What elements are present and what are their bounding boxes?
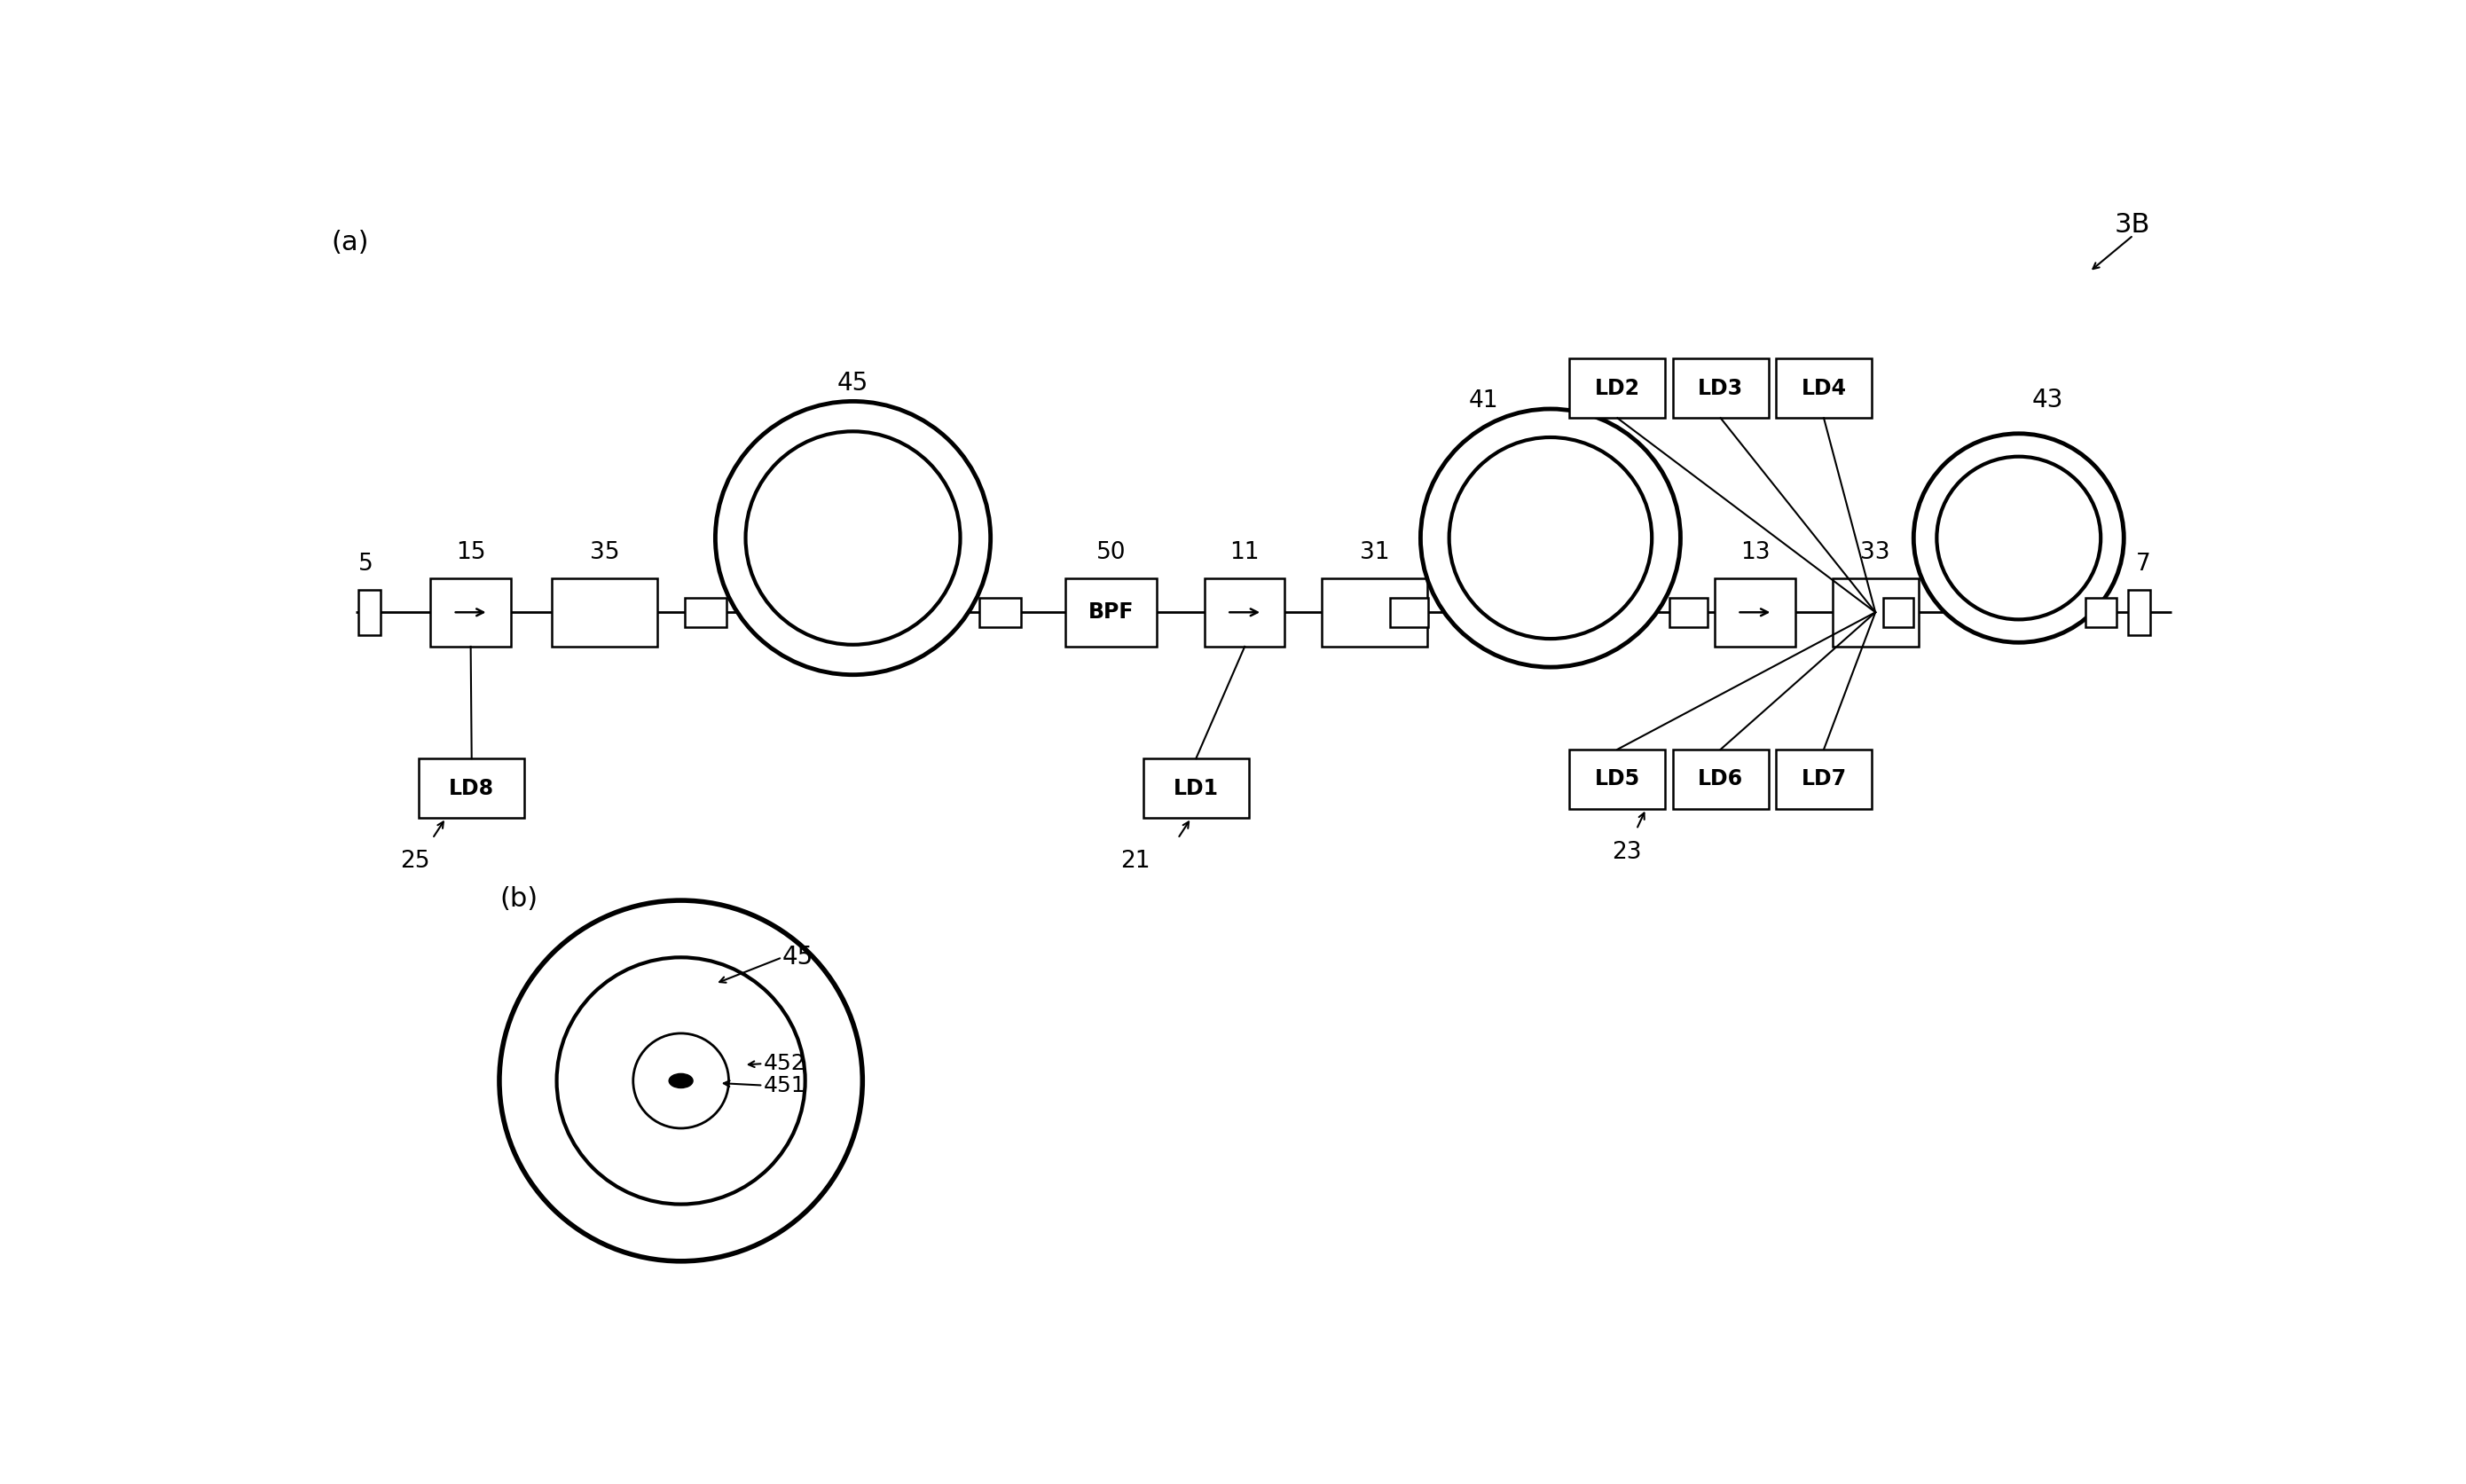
Bar	[552, 579, 656, 647]
Text: 45: 45	[838, 371, 868, 395]
Ellipse shape	[1450, 438, 1652, 638]
Text: 25: 25	[399, 850, 429, 873]
Bar	[979, 598, 1021, 628]
Text: LD1: LD1	[1174, 778, 1218, 798]
Text: 7: 7	[2136, 552, 2150, 576]
Bar	[1571, 749, 1665, 809]
Ellipse shape	[745, 432, 959, 644]
Text: LD5: LD5	[1596, 769, 1640, 789]
Text: 13: 13	[1741, 542, 1771, 564]
Bar	[1776, 359, 1872, 418]
Bar	[1672, 749, 1768, 809]
Bar	[1714, 579, 1795, 647]
Bar	[1144, 758, 1248, 818]
Text: 21: 21	[1120, 850, 1149, 873]
Text: 33: 33	[1859, 542, 1891, 564]
Bar	[1065, 579, 1157, 647]
Bar	[358, 589, 380, 635]
Text: LD2: LD2	[1596, 378, 1640, 399]
Bar	[2128, 589, 2150, 635]
Ellipse shape	[1914, 433, 2123, 643]
Bar	[1571, 359, 1665, 418]
Text: 41: 41	[1470, 389, 1499, 413]
Text: 452: 452	[762, 1054, 806, 1074]
Text: (a): (a)	[330, 230, 370, 255]
Bar	[1203, 579, 1285, 647]
Ellipse shape	[634, 1033, 730, 1128]
Bar	[1884, 598, 1914, 628]
Text: 50: 50	[1095, 542, 1127, 564]
Bar	[1672, 359, 1768, 418]
Bar	[432, 579, 510, 647]
Text: 451: 451	[762, 1074, 806, 1097]
Ellipse shape	[1936, 457, 2101, 619]
Text: 35: 35	[589, 542, 619, 564]
Bar	[1832, 579, 1919, 647]
Text: BPF: BPF	[1088, 601, 1134, 623]
Bar	[1391, 598, 1428, 628]
Text: 31: 31	[1359, 542, 1388, 564]
Text: (b): (b)	[498, 886, 538, 913]
Text: LD3: LD3	[1699, 378, 1743, 399]
Text: 45: 45	[782, 945, 814, 971]
Text: LD8: LD8	[449, 778, 493, 798]
Bar	[1669, 598, 1706, 628]
Ellipse shape	[1420, 410, 1679, 668]
Text: 3B: 3B	[2113, 212, 2150, 237]
Text: 15: 15	[456, 542, 486, 564]
Ellipse shape	[498, 901, 863, 1261]
Ellipse shape	[557, 957, 804, 1204]
Ellipse shape	[715, 401, 991, 675]
Text: LD6: LD6	[1699, 769, 1743, 789]
Circle shape	[668, 1073, 693, 1088]
Bar	[2086, 598, 2116, 628]
Text: LD4: LD4	[1800, 378, 1847, 399]
Text: LD7: LD7	[1800, 769, 1847, 789]
Text: 11: 11	[1231, 542, 1260, 564]
Bar	[686, 598, 727, 628]
Text: 5: 5	[358, 552, 372, 576]
Bar	[419, 758, 525, 818]
Bar	[1322, 579, 1428, 647]
Text: 43: 43	[2032, 387, 2064, 413]
Bar	[1776, 749, 1872, 809]
Text: 23: 23	[1613, 841, 1642, 864]
